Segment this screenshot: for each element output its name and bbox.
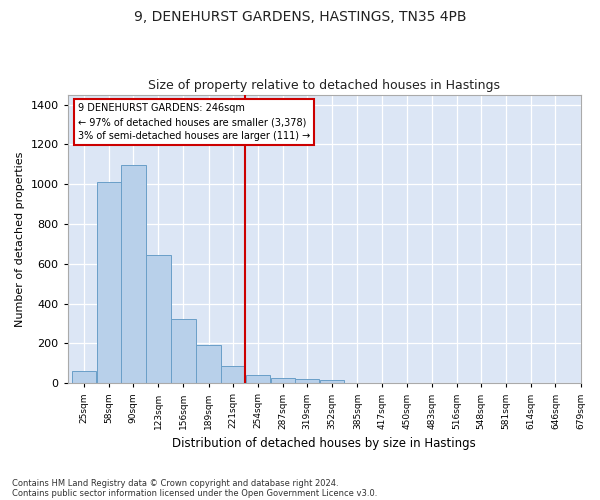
Bar xyxy=(221,366,245,384)
Y-axis label: Number of detached properties: Number of detached properties xyxy=(15,151,25,326)
Text: 9 DENEHURST GARDENS: 246sqm
← 97% of detached houses are smaller (3,378)
3% of s: 9 DENEHURST GARDENS: 246sqm ← 97% of det… xyxy=(78,103,310,141)
Bar xyxy=(171,318,196,384)
X-axis label: Distribution of detached houses by size in Hastings: Distribution of detached houses by size … xyxy=(172,437,476,450)
Bar xyxy=(146,255,170,384)
Bar xyxy=(97,182,121,384)
Bar xyxy=(196,346,221,384)
Title: Size of property relative to detached houses in Hastings: Size of property relative to detached ho… xyxy=(148,79,500,92)
Bar xyxy=(320,380,344,384)
Bar xyxy=(72,371,96,384)
Bar xyxy=(295,379,319,384)
Bar xyxy=(245,375,270,384)
Text: Contains public sector information licensed under the Open Government Licence v3: Contains public sector information licen… xyxy=(12,488,377,498)
Bar xyxy=(121,165,146,384)
Bar xyxy=(271,378,295,384)
Text: Contains HM Land Registry data © Crown copyright and database right 2024.: Contains HM Land Registry data © Crown c… xyxy=(12,478,338,488)
Text: 9, DENEHURST GARDENS, HASTINGS, TN35 4PB: 9, DENEHURST GARDENS, HASTINGS, TN35 4PB xyxy=(134,10,466,24)
